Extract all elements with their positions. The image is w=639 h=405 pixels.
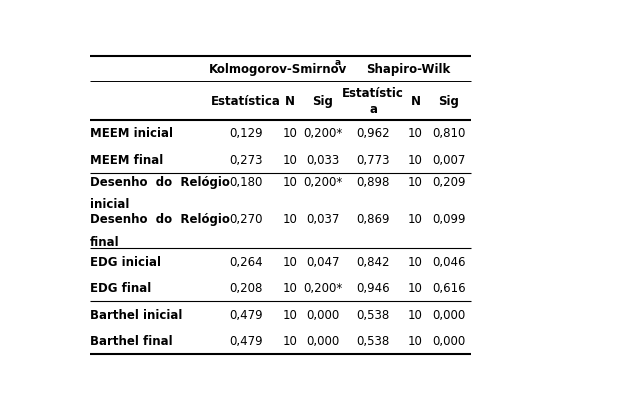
Text: Barthel inicial: Barthel inicial [89, 308, 182, 321]
Text: 0,479: 0,479 [229, 335, 263, 347]
Text: MEEM final: MEEM final [89, 153, 163, 166]
Text: 0,538: 0,538 [357, 335, 390, 347]
Text: 0,129: 0,129 [229, 127, 263, 140]
Text: Shapiro-Wilk: Shapiro-Wilk [366, 62, 450, 75]
Text: 0,479: 0,479 [229, 308, 263, 321]
Text: 0,538: 0,538 [357, 308, 390, 321]
Text: 0,037: 0,037 [306, 213, 339, 226]
Text: 0,099: 0,099 [432, 213, 466, 226]
Text: 0,200*: 0,200* [303, 281, 342, 294]
Text: 0,946: 0,946 [357, 281, 390, 294]
Text: N: N [410, 94, 420, 107]
Text: 0,200*: 0,200* [303, 127, 342, 140]
Text: 0,810: 0,810 [432, 127, 465, 140]
Text: 10: 10 [408, 127, 423, 140]
Text: Estatístic
a: Estatístic a [343, 86, 404, 115]
Text: 10: 10 [408, 281, 423, 294]
Text: 10: 10 [283, 308, 298, 321]
Text: 0,180: 0,180 [229, 175, 263, 188]
Text: N: N [286, 94, 295, 107]
Text: 0,270: 0,270 [229, 213, 263, 226]
Text: Sig: Sig [312, 94, 333, 107]
Text: EDG inicial: EDG inicial [89, 255, 161, 268]
Text: 0,616: 0,616 [432, 281, 466, 294]
Text: a: a [335, 58, 341, 66]
Text: MEEM inicial: MEEM inicial [89, 127, 173, 140]
Text: 10: 10 [408, 213, 423, 226]
Text: 0,033: 0,033 [306, 153, 339, 166]
Text: 0,842: 0,842 [357, 255, 390, 268]
Text: 0,000: 0,000 [306, 308, 339, 321]
Text: 0,046: 0,046 [432, 255, 466, 268]
Text: 0,273: 0,273 [229, 153, 263, 166]
Text: 10: 10 [283, 127, 298, 140]
Text: 0,000: 0,000 [432, 335, 465, 347]
Text: 10: 10 [283, 213, 298, 226]
Text: Estatística: Estatística [211, 94, 281, 107]
Text: 10: 10 [408, 255, 423, 268]
Text: Barthel final: Barthel final [89, 335, 173, 347]
Text: 10: 10 [283, 335, 298, 347]
Text: Desenho  do  Relógio: Desenho do Relógio [89, 213, 229, 226]
Text: Desenho  do  Relógio: Desenho do Relógio [89, 175, 229, 188]
Text: 10: 10 [283, 175, 298, 188]
Text: 0,869: 0,869 [357, 213, 390, 226]
Text: 10: 10 [283, 153, 298, 166]
Text: Kolmogorov-Smirnov: Kolmogorov-Smirnov [209, 62, 347, 75]
Text: 10: 10 [283, 281, 298, 294]
Text: 0,208: 0,208 [229, 281, 263, 294]
Text: EDG final: EDG final [89, 281, 151, 294]
Text: 0,000: 0,000 [432, 308, 465, 321]
Text: 10: 10 [408, 308, 423, 321]
Text: 0,200*: 0,200* [303, 175, 342, 188]
Text: Sig: Sig [438, 94, 459, 107]
Text: 10: 10 [408, 153, 423, 166]
Text: 10: 10 [408, 335, 423, 347]
Text: 0,047: 0,047 [306, 255, 339, 268]
Text: 0,773: 0,773 [357, 153, 390, 166]
Text: 0,898: 0,898 [357, 175, 390, 188]
Text: 10: 10 [408, 175, 423, 188]
Text: final: final [89, 235, 119, 248]
Text: 0,962: 0,962 [357, 127, 390, 140]
Text: 10: 10 [283, 255, 298, 268]
Text: 0,007: 0,007 [432, 153, 465, 166]
Text: 0,264: 0,264 [229, 255, 263, 268]
Text: inicial: inicial [89, 198, 129, 211]
Text: 0,000: 0,000 [306, 335, 339, 347]
Text: 0,209: 0,209 [432, 175, 466, 188]
